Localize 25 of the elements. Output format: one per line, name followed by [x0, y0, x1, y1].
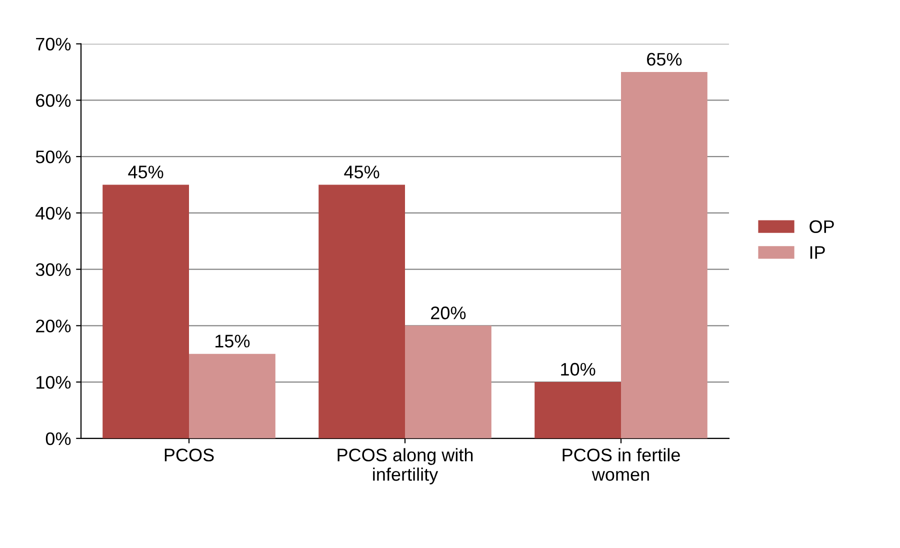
- x-tick-label: PCOS in fertile women: [562, 448, 680, 481]
- data-label: 45%: [128, 166, 164, 178]
- bar: [189, 354, 276, 438]
- bar: [621, 72, 708, 438]
- x-tick-label: PCOS along with infertility: [338, 448, 473, 484]
- x-tick-label: PCOS: [164, 448, 214, 462]
- bar: [534, 382, 621, 438]
- legend-label: IP: [810, 246, 825, 259]
- y-tick-label: 0%: [46, 432, 71, 446]
- y-tick-label: 70%: [36, 38, 71, 51]
- data-label: 20%: [431, 306, 466, 320]
- data-label: 45%: [344, 166, 380, 178]
- data-label: 65%: [647, 52, 682, 66]
- legend-label: OP: [810, 220, 834, 234]
- data-label: 10%: [561, 362, 596, 376]
- bar: [405, 326, 492, 438]
- y-tick-label: 30%: [36, 263, 71, 276]
- bar: [102, 184, 189, 438]
- bar: [318, 184, 405, 438]
- y-tick-label: 10%: [36, 376, 71, 389]
- y-tick-label: 50%: [36, 150, 71, 164]
- y-tick-label: 40%: [36, 206, 71, 220]
- y-tick-label: 20%: [36, 320, 71, 332]
- data-label: 15%: [216, 334, 250, 348]
- y-tick-label: 60%: [36, 94, 71, 107]
